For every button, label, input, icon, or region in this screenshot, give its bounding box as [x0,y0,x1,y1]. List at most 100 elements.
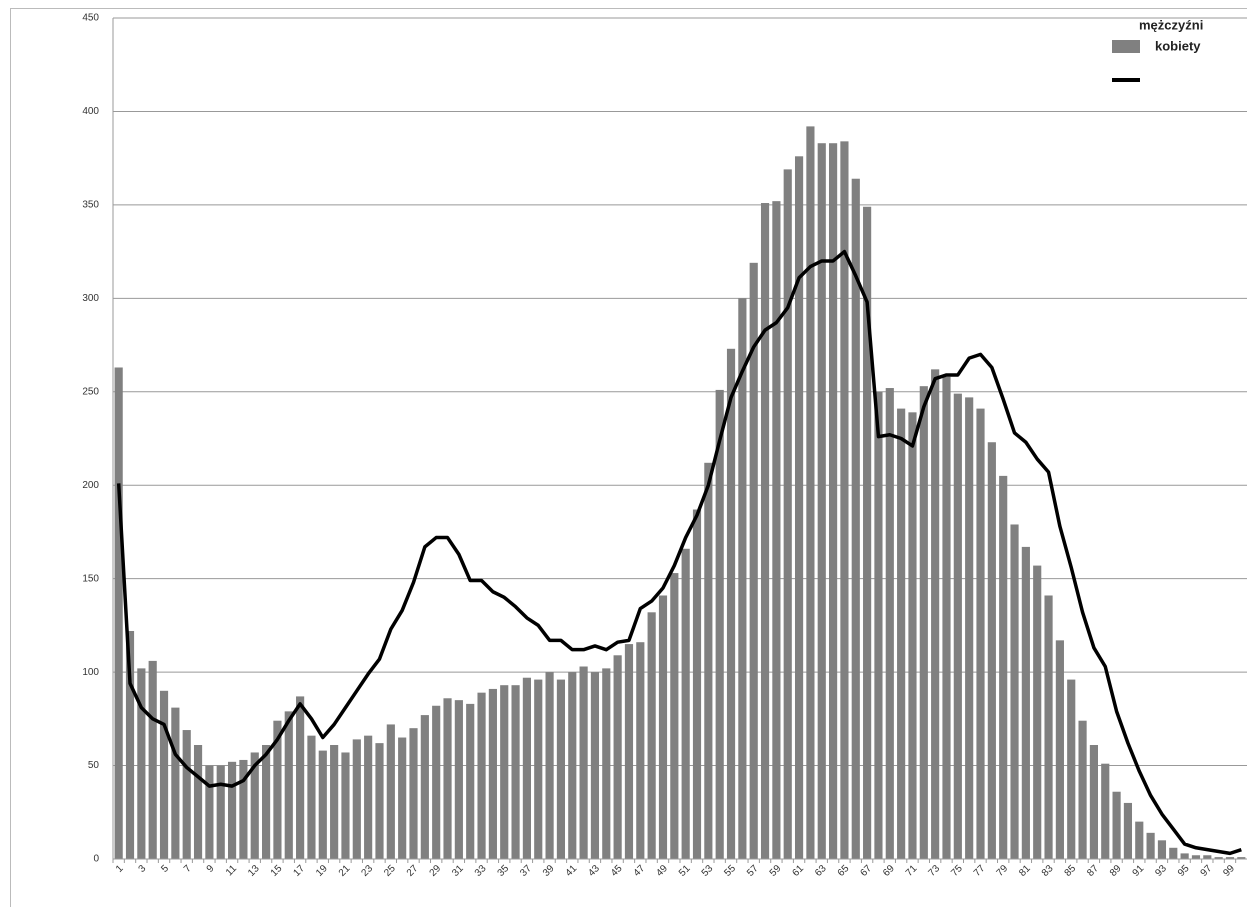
bar [863,206,872,859]
bar [840,141,849,859]
bar [364,735,373,859]
x-tick-label: 19 [314,863,330,879]
x-tick-label: 45 [609,863,625,879]
bar [817,143,826,859]
x-tick-label: 35 [496,863,512,879]
bar [1203,855,1212,859]
bar [1237,857,1246,859]
y-tick-label: 100 [82,667,99,678]
bar [148,660,157,859]
bar [772,201,781,859]
x-tick-label: 49 [654,863,670,879]
bar [783,169,792,859]
bar [318,750,327,859]
x-tick-label: 71 [904,863,920,879]
x-tick-label: 7 [182,863,194,875]
bar [511,685,520,859]
x-tick-label: 57 [745,863,761,879]
y-tick-label: 0 [93,854,99,865]
bar [454,700,463,859]
x-tick-label: 85 [1063,863,1079,879]
x-tick-label: 91 [1131,863,1147,879]
bar [1010,524,1019,859]
bar [590,672,600,859]
x-tick-label: 13 [246,863,262,879]
bar [726,348,736,859]
bar [125,630,135,859]
legend-swatch [1112,40,1140,53]
bar [897,408,906,859]
x-tick-label: 37 [518,863,534,879]
x-tick-label: 3 [137,863,149,875]
bar [908,412,917,859]
bar [953,393,962,859]
bar [794,156,804,859]
x-tick-label: 41 [564,863,580,879]
bar [1169,847,1178,859]
bar [386,724,395,859]
x-tick-label: 79 [995,863,1011,879]
x-tick-label: 11 [224,863,239,878]
x-tick-label: 89 [1108,863,1124,879]
bar [477,692,486,859]
bar [488,688,497,859]
bar [432,705,441,859]
bar [976,408,985,859]
bar [965,397,974,859]
y-tick-label: 300 [82,293,99,304]
bar [874,391,883,859]
y-tick-label: 450 [82,13,99,24]
x-tick-label: 77 [972,863,988,879]
bar [658,595,668,859]
chart-frame [10,8,1247,907]
line [116,249,1242,856]
bar [647,612,656,859]
bar [409,728,418,859]
bar [466,703,475,859]
bar [171,707,180,859]
bar [352,739,361,859]
bar [1044,595,1053,859]
bar [284,711,293,859]
bar [1101,763,1110,859]
x-tick-label: 63 [813,863,829,879]
bar [420,715,429,859]
bar [1055,640,1064,859]
bar [273,720,282,859]
x-tick-label: 55 [722,863,738,879]
x-tick-label: 51 [677,863,693,879]
x-tick-label: 29 [428,863,444,879]
x-tick-label: 39 [541,863,557,879]
bar [522,677,531,859]
bar [806,126,815,859]
bar [942,376,951,859]
bar [307,735,316,859]
bar [1191,855,1201,859]
bar [579,666,588,859]
bar [330,744,339,859]
bar [749,262,758,859]
y-tick-label: 400 [82,106,99,117]
bar [1157,840,1167,859]
x-tick-label: 15 [269,863,285,879]
bar [341,752,350,859]
bar [1123,802,1133,859]
bar [193,744,203,859]
bar [114,367,123,859]
bar [1112,791,1121,859]
x-tick-label: 75 [949,863,965,879]
bar [1225,857,1235,859]
bar [1214,857,1223,859]
bar [137,668,146,859]
x-tick-label: 99 [1221,863,1237,879]
bar [568,672,577,859]
x-tick-label: 65 [836,863,852,879]
y-tick-label: 200 [82,480,99,491]
bar [715,389,724,859]
bar [919,386,928,859]
bar [1180,853,1189,859]
bar [1067,679,1076,859]
legend-label: mężczyźni [1139,17,1203,32]
x-tick-label: 61 [790,863,806,879]
